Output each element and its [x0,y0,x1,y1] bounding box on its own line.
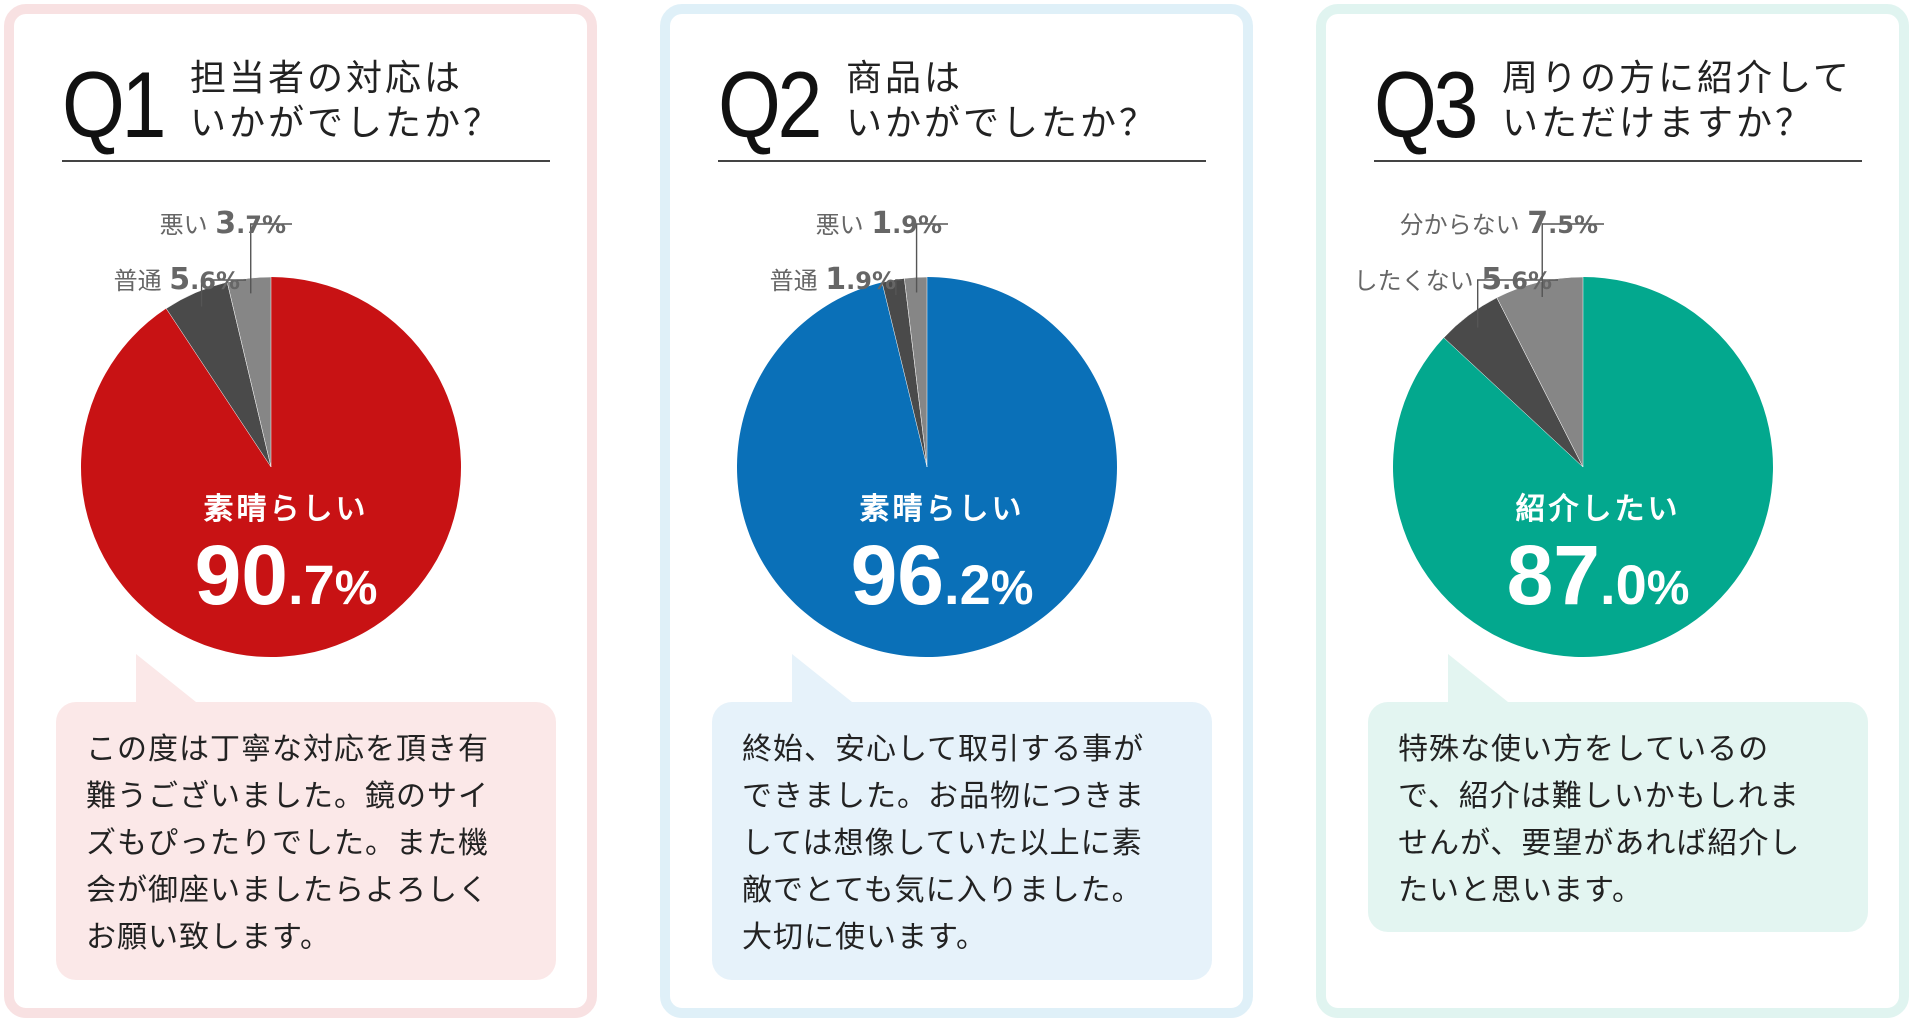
slice-label: 悪い 3.7% [160,206,286,241]
question-title: 周りの方に紹介して いただけますか？ [1502,56,1872,146]
question-title-line-2: いかがでしたか？ [190,103,503,144]
leader-line [1476,279,1558,328]
question-title-line-2: いただけますか？ [1502,103,1815,144]
comment-callout-q1: この度は丁寧な対応を頂き有 難うございました。鏡のサイ ズもぴったりでした。また… [56,654,556,980]
pie-slice-悪い [226,276,272,468]
question-title-line-1: 商品は [846,58,964,99]
leader-line [915,223,948,293]
callout-tail [792,654,852,702]
slice-label: 普通 1.9% [770,262,896,297]
question-number: Q2 [718,52,822,157]
question-number: Q3 [1374,52,1478,157]
comment-line: せんが、要望があれば紹介し [1398,826,1801,861]
leader-line [895,279,902,295]
card-q1: 普通 5.6% 悪い 3.7% 素晴らしい 90.7% Q1 担当者の対応は いかがで… [4,4,597,1018]
slice-label: 悪い 1.9% [816,206,942,241]
leader-line [1541,223,1604,298]
header-divider [62,160,550,162]
comment-line: この度は丁寧な対応を頂き有 [86,732,489,767]
leader-line [250,223,292,294]
comment-line: 難うございました。鏡のサイ [86,779,489,814]
pie-slice-分からない [1496,276,1584,468]
comment-line: 特殊な使い方をしているの [1398,732,1770,767]
comment-line: 敵でとても気に入りました。 [742,873,1143,908]
question-title: 商品は いかがでしたか？ [846,56,1216,146]
question-title-line-2: いかがでしたか？ [846,103,1159,144]
slice-label: 分からない 7.5% [1400,206,1598,241]
question-title: 担当者の対応は いかがでしたか？ [190,56,560,146]
question-header-q3: Q3 周りの方に紹介して いただけますか？ [1374,50,1864,160]
callout-tail [136,654,196,702]
card-q3: したくない 5.6% 分からない 7.5% 紹介したい 87.0% Q3 周りの方に紹… [1316,4,1909,1018]
comment-line: お願い致します。 [86,920,331,955]
question-header-q2: Q2 商品は いかがでしたか？ [718,50,1208,160]
main-slice-label: 素晴らしい [860,492,1025,527]
main-slice-label: 紹介したい [1516,492,1681,527]
question-title-line-1: 周りの方に紹介して [1502,58,1852,99]
comment-line: ズもぴったりでした。また機 [86,826,489,861]
question-title-line-1: 担当者の対応は [190,58,464,99]
comment-line: 会が御座いましたらよろしく [86,873,489,908]
leader-line [200,279,246,307]
comment-line: 大切に使います。 [742,920,987,955]
question-number: Q1 [62,52,166,157]
comment-callout-q2: 終始、安心して取引する事が できました。お品物につきま しては想像していた以上に… [712,654,1212,980]
comment-line: できました。お品物につきま [742,779,1145,814]
card-q2: 普通 1.9% 悪い 1.9% 素晴らしい 96.2% Q2 商品は いかがでしたか？… [660,4,1253,1018]
main-slice-value: 87.0% [1507,528,1690,622]
pie-slice-悪い [904,276,928,468]
comment-line: しては想像していた以上に素 [742,826,1143,861]
main-slice-value: 96.2% [851,528,1034,622]
comment-line: で、紹介は難しいかもしれま [1398,779,1800,814]
header-divider [1374,160,1862,162]
comment-callout-q3: 特殊な使い方をしているの で、紹介は難しいかもしれま せんが、要望があれば紹介し… [1368,654,1868,932]
callout-tail [1448,654,1508,702]
header-divider [718,160,1206,162]
slice-label: したくない 5.6% [1354,262,1552,297]
main-slice-value: 90.7% [195,528,378,622]
comment-line: たいと思います。 [1398,873,1643,908]
comment-line: 終始、安心して取引する事が [742,732,1145,767]
slice-label: 普通 5.6% [114,262,240,297]
main-slice-label: 素晴らしい [204,492,369,527]
question-header-q1: Q1 担当者の対応は いかがでしたか？ [62,50,552,160]
